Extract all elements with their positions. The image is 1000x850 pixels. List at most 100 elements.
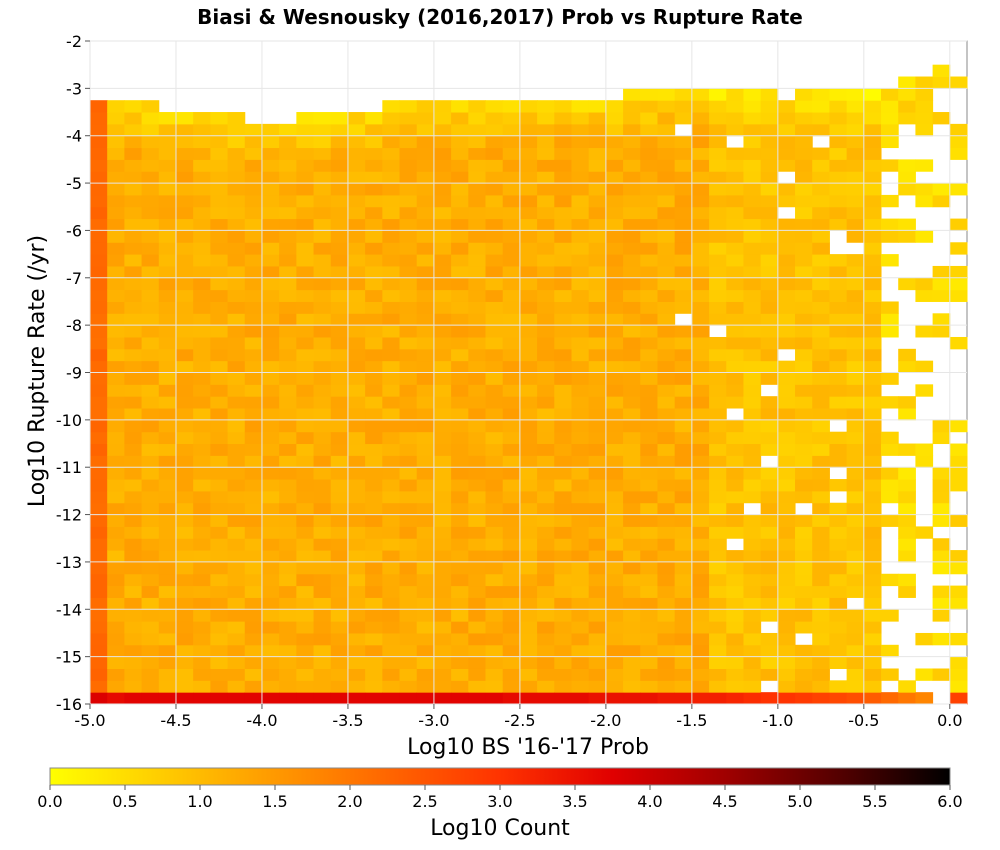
heatmap-cell	[537, 597, 555, 610]
heatmap-cell	[193, 265, 211, 279]
heatmap-cell	[640, 112, 658, 125]
heatmap-cell	[330, 265, 349, 279]
heatmap-cell	[502, 573, 521, 587]
heatmap-cell	[175, 431, 194, 445]
heatmap-cell	[554, 431, 572, 445]
heatmap-cell	[399, 621, 418, 634]
heatmap-cell	[502, 467, 521, 480]
heatmap-cell	[244, 171, 263, 184]
heatmap-cell	[244, 538, 263, 551]
heatmap-cell	[451, 680, 469, 693]
heatmap-cell	[451, 597, 469, 610]
heatmap-cell	[571, 301, 590, 314]
heatmap-cell	[640, 585, 658, 598]
heatmap-cell	[863, 194, 882, 208]
heatmap-cell	[365, 656, 383, 669]
heatmap-cell	[949, 561, 968, 575]
heatmap-cell	[915, 230, 934, 243]
heatmap-cell	[829, 573, 848, 587]
heatmap-cell	[485, 325, 504, 338]
heatmap-cell	[709, 112, 727, 125]
heatmap-cell	[846, 277, 865, 291]
heatmap-cell	[210, 668, 229, 681]
heatmap-cell	[846, 135, 865, 149]
heatmap-cell	[90, 431, 108, 445]
heatmap-cell	[261, 597, 280, 610]
heatmap-cell	[691, 502, 710, 516]
heatmap-cell	[399, 609, 418, 622]
heatmap-cell	[657, 348, 676, 362]
heatmap-cell	[691, 265, 710, 279]
heatmap-cell	[605, 372, 624, 385]
heatmap-cell	[416, 194, 435, 208]
heatmap-cell	[795, 301, 813, 314]
heatmap-cell	[605, 348, 624, 362]
heatmap-cell	[313, 372, 332, 385]
heatmap-cell	[743, 431, 762, 445]
heatmap-cell	[141, 123, 160, 137]
heatmap-cell	[175, 147, 194, 160]
heatmap-cell	[365, 348, 383, 362]
heatmap-cell	[657, 147, 676, 160]
heatmap-cell	[451, 135, 469, 149]
heatmap-cell	[743, 561, 762, 575]
heatmap-cell	[158, 573, 177, 587]
heatmap-cell	[674, 336, 693, 350]
heatmap-cell	[90, 147, 108, 160]
heatmap-cell	[726, 597, 744, 610]
heatmap-cell	[743, 384, 762, 397]
heatmap-cell	[915, 159, 934, 172]
heatmap-cell	[347, 585, 366, 598]
heatmap-cell	[588, 123, 607, 137]
heatmap-cell	[244, 289, 263, 302]
heatmap-cell	[571, 668, 590, 681]
heatmap-cell	[537, 644, 555, 658]
heatmap-cell	[451, 490, 469, 504]
heatmap-cell	[90, 301, 108, 314]
heatmap-cell	[795, 123, 813, 137]
heatmap-cell	[158, 123, 177, 137]
heatmap-cell	[709, 479, 727, 492]
heatmap-cell	[193, 112, 211, 125]
heatmap-cell	[691, 360, 710, 373]
heatmap-cell	[709, 502, 727, 516]
heatmap-cell	[141, 585, 160, 598]
heatmap-cell	[365, 597, 383, 610]
heatmap-cell	[623, 135, 641, 149]
heatmap-cell	[347, 561, 366, 575]
heatmap-cell	[468, 360, 487, 373]
heatmap-cell	[537, 668, 555, 681]
heatmap-cell	[674, 218, 693, 231]
heatmap-cell	[640, 360, 658, 373]
heatmap-cell	[279, 396, 297, 409]
heatmap-cell	[107, 206, 125, 220]
heatmap-cell	[932, 585, 951, 598]
heatmap-cell	[244, 206, 263, 220]
heatmap-cell	[175, 502, 194, 516]
heatmap-cell	[932, 632, 951, 646]
heatmap-cell	[158, 135, 177, 149]
heatmap-cell	[777, 372, 796, 385]
heatmap-cell	[330, 218, 349, 231]
heatmap-cell	[227, 159, 246, 172]
heatmap-cell	[416, 135, 435, 149]
heatmap-cell	[726, 88, 744, 101]
heatmap-cell	[812, 644, 830, 658]
heatmap-cell	[726, 289, 744, 302]
heatmap-cell	[812, 396, 830, 409]
heatmap-cell	[640, 502, 658, 516]
heatmap-cell	[365, 277, 383, 291]
heatmap-cell	[571, 455, 590, 468]
heatmap-cell	[812, 609, 830, 622]
heatmap-cell	[261, 479, 280, 492]
heatmap-cell	[347, 443, 366, 456]
heatmap-cell	[279, 289, 297, 302]
heatmap-cell	[623, 680, 641, 693]
heatmap-cell	[709, 88, 727, 101]
heatmap-cell	[674, 561, 693, 575]
heatmap-cell	[812, 538, 830, 551]
heatmap-cell	[623, 443, 641, 456]
heatmap-cell	[468, 561, 487, 575]
heatmap-cell	[640, 419, 658, 433]
heatmap-cell	[502, 561, 521, 575]
